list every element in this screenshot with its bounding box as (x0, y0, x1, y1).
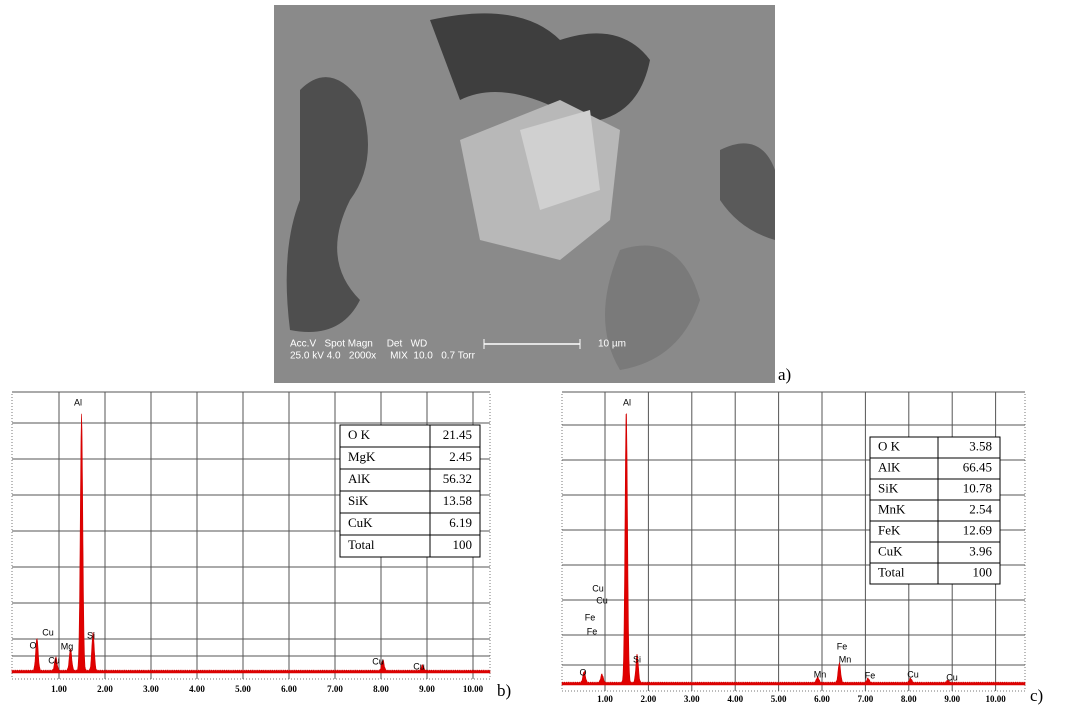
sem-caption: 25.0 kV 4.0 2000x MIX 10.0 0.7 Torr (290, 351, 476, 362)
peak-label: Cu (372, 656, 384, 666)
x-tick-label: 8.00 (373, 684, 389, 694)
x-tick-label: 3.00 (143, 684, 159, 694)
x-tick-label: 5.00 (771, 694, 787, 704)
x-tick-label: 7.00 (858, 694, 874, 704)
table-cell: MgK (348, 449, 376, 464)
peak-label: O (29, 640, 36, 650)
x-tick-label: 2.00 (97, 684, 113, 694)
table-cell: AlK (348, 471, 371, 486)
panel-label: c) (1030, 686, 1043, 705)
table-cell: O K (348, 427, 371, 442)
x-tick-label: 3.00 (684, 694, 700, 704)
table-cell: MnK (878, 501, 906, 516)
peak-label: Mg (61, 641, 74, 651)
peak-label: Fe (587, 626, 598, 636)
peak-label: Fe (837, 641, 848, 651)
spectrum: 1.00 2.00 3.00 4.00 5.00 6.00 7.00 8.00 9.00 10.0… (11, 391, 491, 694)
x-tick-label: 5.00 (235, 684, 251, 694)
sem-caption: Acc.V Spot Magn Det WD (290, 339, 427, 350)
peak-label: Cu (592, 583, 604, 593)
x-tick-label: 4.00 (189, 684, 205, 694)
x-tick-label: 2.00 (641, 694, 657, 704)
table-bg (869, 436, 1001, 585)
peak-label: Mn (839, 654, 852, 664)
table-cell: CuK (878, 543, 903, 558)
table-cell: 3.58 (969, 438, 992, 453)
peak-label: Cu (907, 669, 919, 679)
table-cell: Total (878, 564, 905, 579)
table-cell: 100 (973, 564, 993, 579)
x-tick-label: 8.00 (901, 694, 917, 704)
peak-label: Cu (596, 595, 608, 605)
table-cell: 6.19 (449, 515, 472, 530)
x-tick-label: 9.00 (944, 694, 960, 704)
peak-label: Cu (42, 627, 54, 637)
peak-label: Al (74, 397, 82, 407)
x-tick-label: 4.00 (727, 694, 743, 704)
table-cell: 2.45 (449, 449, 472, 464)
peak-label: O (579, 667, 586, 677)
table-cell: 3.96 (969, 543, 992, 558)
table-cell: 12.69 (963, 522, 992, 537)
x-tick-label: 10.00 (463, 684, 484, 694)
x-tick-label: 1.00 (597, 694, 613, 704)
peak-label: Mn (814, 669, 827, 679)
table-cell: 10.78 (963, 480, 992, 495)
peak-label: Al (623, 397, 631, 407)
spectrum-curve (561, 413, 1026, 686)
peak-label: Si (87, 630, 95, 640)
table-cell: AlK (878, 459, 901, 474)
scale-bar-label: 10 µm (598, 339, 626, 350)
table-cell: Total (348, 537, 375, 552)
x-tick-label: 9.00 (419, 684, 435, 694)
panel-label: b) (497, 681, 511, 700)
table-cell: 13.58 (443, 493, 472, 508)
table-cell: 21.45 (443, 427, 472, 442)
spectrum-curve (11, 413, 491, 674)
panel-label: a) (778, 365, 791, 384)
x-tick-label: 6.00 (814, 694, 830, 704)
peak-label: Si (633, 654, 641, 664)
table-cell: 2.54 (969, 501, 992, 516)
x-tick-label: 10.00 (985, 694, 1006, 704)
spectrum: 1.00 2.00 3.00 4.00 5.00 6.00 7.00 8.00 9.00 10.0… (561, 391, 1026, 704)
peak-label: Cu (946, 672, 958, 682)
table-cell: CuK (348, 515, 373, 530)
peak-label: Fe (865, 670, 876, 680)
x-tick-label: 1.00 (51, 684, 67, 694)
table-cell: 66.45 (963, 459, 992, 474)
table-cell: SiK (348, 493, 369, 508)
table-cell: FeK (878, 522, 901, 537)
peak-label: Cu (413, 661, 425, 671)
table-cell: O K (878, 438, 901, 453)
table-cell: 56.32 (443, 471, 472, 486)
table-cell: 100 (453, 537, 473, 552)
x-tick-label: 7.00 (327, 684, 343, 694)
x-tick-label: 6.00 (281, 684, 297, 694)
peak-label: Fe (585, 612, 596, 622)
table-cell: SiK (878, 480, 899, 495)
sem-image: Acc.V Spot Magn Det WD 25.0 kV 4.0 2000x… (274, 5, 775, 383)
plot-frame (11, 391, 491, 680)
peak-label: Cu (48, 655, 60, 665)
